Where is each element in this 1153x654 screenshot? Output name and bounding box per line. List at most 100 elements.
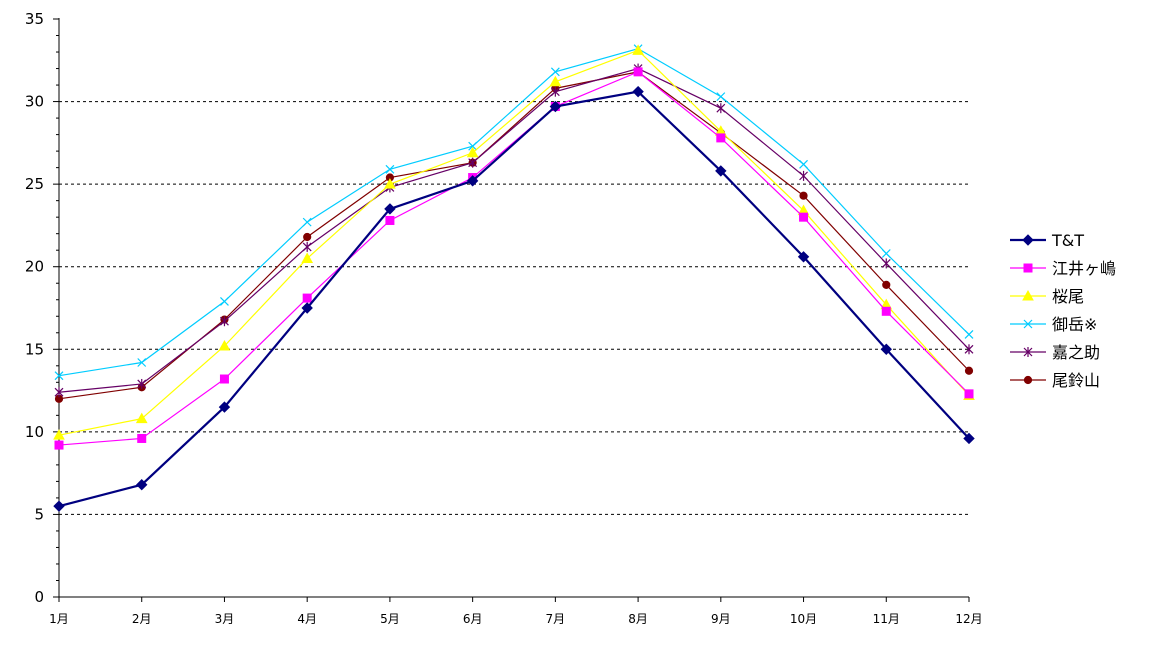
data-point <box>53 500 65 512</box>
data-point <box>220 296 229 306</box>
data-point <box>716 133 726 143</box>
data-point <box>964 389 974 399</box>
legend-item-6: 尾鈴山 <box>1010 371 1100 390</box>
data-point <box>303 232 312 242</box>
legend-marker <box>1023 375 1033 385</box>
data-point <box>137 433 147 443</box>
data-point <box>549 75 562 87</box>
data-point <box>302 217 312 227</box>
series-line <box>58 48 970 377</box>
data-point <box>135 412 148 424</box>
data-point <box>549 100 562 113</box>
data-point <box>384 178 396 189</box>
series-1 <box>53 85 975 512</box>
data-point <box>136 478 148 491</box>
legend-label: 尾鈴山 <box>1052 371 1100 390</box>
data-point <box>54 371 64 381</box>
data-point <box>137 358 147 367</box>
data-point <box>964 366 974 375</box>
data-point <box>964 329 974 339</box>
data-point <box>716 103 726 114</box>
data-point <box>385 215 395 225</box>
y-tick-label: 25 <box>25 175 44 193</box>
data-point <box>385 164 395 174</box>
series-2 <box>54 67 974 450</box>
axes: 0 5 10 15 20 25 30 35 1月 2月 3月 4月 5月 6月 7月 8月 9月 10月 11月 12… <box>25 10 983 626</box>
x-tick-label: 8月 <box>628 612 648 626</box>
x-tick-label: 3月 <box>215 612 235 626</box>
data-point <box>881 249 891 258</box>
data-point <box>882 280 891 289</box>
legend-label: T&T <box>1051 231 1084 250</box>
x-tick-label: 5月 <box>380 612 400 626</box>
x-tick-label: 2月 <box>132 612 152 626</box>
legend-label: 江井ヶ嶋 <box>1052 259 1116 278</box>
data-point <box>633 67 643 77</box>
data-point <box>880 343 892 355</box>
legend-item-3: 桜尾 <box>1010 287 1084 306</box>
legend-item-1: T&T <box>1010 231 1084 250</box>
data-point <box>384 203 396 215</box>
data-point <box>799 212 809 222</box>
legend-marker <box>1023 319 1033 329</box>
data-point <box>797 251 810 263</box>
data-point <box>715 165 727 177</box>
data-point <box>218 401 231 413</box>
y-tick-label: 15 <box>25 340 44 358</box>
data-point <box>550 86 560 97</box>
series-5 <box>54 63 974 398</box>
data-point <box>468 157 478 168</box>
y-tick-label: 5 <box>34 505 44 523</box>
data-point <box>466 175 479 187</box>
y-tick-label: 30 <box>25 93 44 111</box>
data-point <box>632 85 644 98</box>
data-point <box>302 241 312 252</box>
x-tick-label: 12月 <box>955 612 982 626</box>
series-6 <box>54 67 974 403</box>
x-tick-label: 10月 <box>790 612 817 626</box>
series-line <box>58 49 970 436</box>
data-point <box>54 440 64 450</box>
data-point <box>632 44 644 55</box>
legend-marker <box>1023 263 1033 273</box>
data-point <box>137 378 147 389</box>
data-point <box>799 191 808 200</box>
legend-marker <box>1022 289 1034 301</box>
data-point <box>54 387 64 398</box>
legend-label: 嘉之助 <box>1052 343 1100 362</box>
series-line <box>58 71 970 446</box>
legend-item-4: 御岳※ <box>1010 315 1097 334</box>
y-tick-label: 20 <box>25 258 44 276</box>
legend-item-2: 江井ヶ嶋 <box>1010 259 1116 278</box>
grid-lines <box>59 101 969 515</box>
data-point <box>53 429 65 440</box>
data-point <box>964 344 974 355</box>
x-tick-label: 9月 <box>711 612 731 626</box>
data-point <box>301 252 314 263</box>
x-tick-label: 6月 <box>463 612 483 626</box>
data-point <box>716 92 726 102</box>
legend-label: 桜尾 <box>1052 287 1084 306</box>
data-point <box>220 316 229 327</box>
series-lines <box>53 44 975 512</box>
y-tick-label: 10 <box>25 423 44 441</box>
x-tick-label: 11月 <box>873 612 900 626</box>
x-tick-label: 4月 <box>297 612 317 626</box>
data-point <box>881 306 891 316</box>
series-3 <box>53 44 975 440</box>
data-point <box>302 293 312 303</box>
series-4 <box>54 44 974 381</box>
series-line <box>58 90 970 508</box>
data-point <box>550 67 560 77</box>
data-point <box>466 146 479 158</box>
data-point <box>799 170 808 181</box>
data-point <box>468 141 478 151</box>
data-point <box>963 432 975 445</box>
data-point <box>218 339 231 351</box>
x-tick-label: 7月 <box>546 612 566 626</box>
x-tick-label: 1月 <box>49 612 69 626</box>
y-tick-label: 35 <box>25 10 44 28</box>
data-point <box>301 302 313 314</box>
